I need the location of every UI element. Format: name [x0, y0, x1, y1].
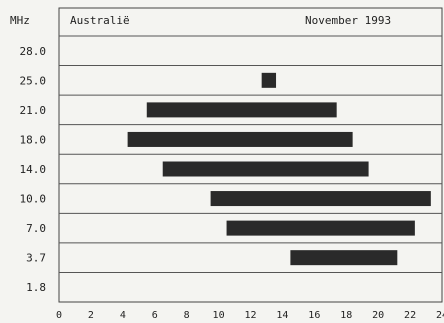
- y-tick-label: 7.0: [26, 222, 46, 235]
- x-tick-label: 24: [436, 310, 444, 321]
- band-3-7-mhz: [290, 250, 398, 266]
- y-axis-ticks: 28.0 25.0 21.0 18.0 14.0 10.0 7.0 3.7 1.8: [20, 45, 47, 294]
- band-7-0-mhz: [226, 220, 415, 236]
- x-tick-label: 20: [372, 310, 384, 321]
- chart-title-date: November 1993: [305, 14, 391, 27]
- x-tick-label: 14: [276, 310, 288, 321]
- x-tick-label: 18: [340, 310, 352, 321]
- x-tick-label: 6: [152, 310, 158, 321]
- chart-title-region: Australië: [70, 14, 130, 27]
- y-tick-label: 14.0: [20, 163, 47, 176]
- band-series: [127, 72, 431, 266]
- y-unit-label: MHz: [10, 14, 30, 27]
- y-tick-label: 25.0: [20, 74, 47, 87]
- band-10-0-mhz: [210, 191, 431, 207]
- gridlines: [59, 65, 442, 273]
- band-25-0-mhz: [261, 72, 277, 88]
- x-tick-label: 2: [88, 310, 94, 321]
- band-21-0-mhz: [146, 102, 337, 118]
- y-tick-label: 21.0: [20, 104, 47, 117]
- x-tick-label: 8: [184, 310, 190, 321]
- x-tick-label: 10: [213, 310, 225, 321]
- x-tick-label: 0: [56, 310, 62, 321]
- x-tick-label: 4: [120, 310, 126, 321]
- y-tick-label: 18.0: [20, 133, 47, 146]
- band-14-0-mhz: [162, 161, 369, 177]
- x-axis-ticks: 024681012141618202224: [56, 310, 444, 321]
- x-tick-label: 12: [244, 310, 256, 321]
- y-tick-label: 10.0: [20, 193, 47, 206]
- x-tick-label: 22: [404, 310, 416, 321]
- y-tick-label: 1.8: [26, 281, 46, 294]
- y-tick-label: 28.0: [20, 45, 47, 58]
- plot-frame: [58, 7, 443, 303]
- x-tick-label: 16: [308, 310, 320, 321]
- y-tick-label: 3.7: [26, 252, 46, 265]
- plot-border: [58, 7, 443, 303]
- band-18-0-mhz: [127, 131, 353, 147]
